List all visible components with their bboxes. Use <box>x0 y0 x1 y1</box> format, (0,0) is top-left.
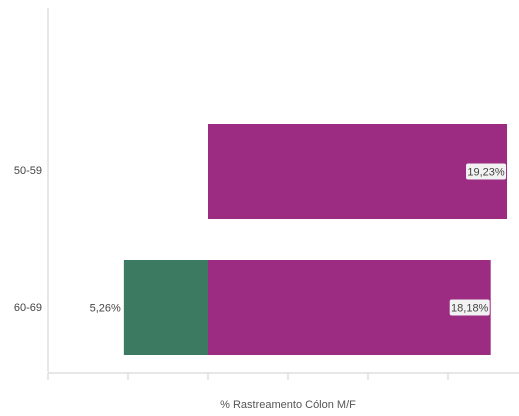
data-label-background <box>466 163 507 180</box>
y-tick-label-50-59: 50-59 <box>14 165 42 177</box>
bars-group: 19,23% 5,26% 18,18% <box>90 124 508 355</box>
bar-left-60-69[interactable] <box>123 260 208 355</box>
bar-right-50-59[interactable] <box>208 124 508 219</box>
data-label-background <box>449 299 490 316</box>
y-tick-label-60-69: 60-69 <box>14 302 42 314</box>
data-label-right-60-69: 18,18% <box>451 303 489 315</box>
bar-right-60-69[interactable] <box>208 260 491 355</box>
data-label-right-50-59: 19,23% <box>467 167 505 179</box>
data-label-left-60-69: 5,26% <box>90 303 121 315</box>
x-axis-title: % Rastreamento Cólon M/F <box>220 399 356 411</box>
